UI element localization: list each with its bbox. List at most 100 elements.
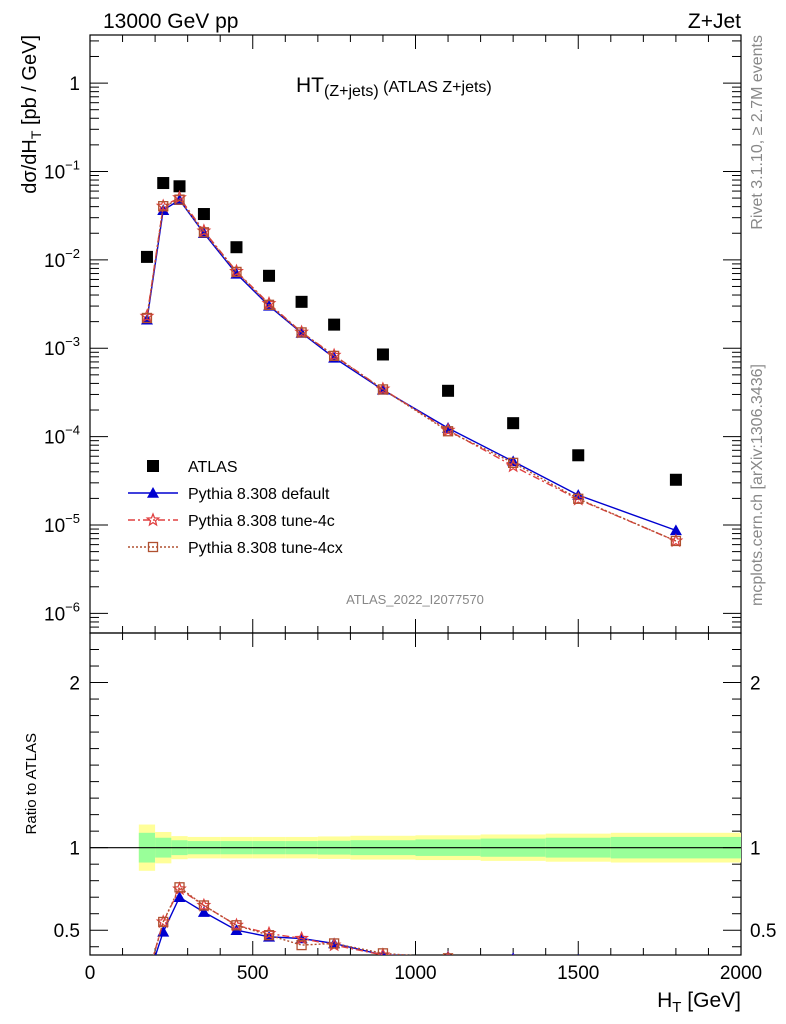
tune-4cx-point: [296, 939, 307, 951]
ratio-panel-frame: [89, 632, 742, 956]
tune-4cx-point: [147, 541, 159, 553]
y-tick-label: 10−2: [44, 246, 80, 272]
default-point: [577, 953, 579, 955]
header-left: 13000 GeV pp: [103, 10, 238, 33]
tune-4cx-point: [442, 953, 454, 955]
analysis-watermark: ATLAS_2022_I2077570: [346, 592, 484, 607]
default-point: [147, 487, 159, 498]
ratio-y-axis-label: Ratio to ATLAS: [23, 733, 40, 834]
default-point: [197, 906, 210, 917]
series-line-main: [146, 198, 677, 542]
y-axis-label-sub: T: [28, 130, 44, 139]
tune-4c-point: [141, 972, 152, 983]
ratio-tick-label: 1: [69, 839, 80, 860]
atlas-point: [442, 384, 455, 397]
legend-label: Pythia 8.308 tune-4cx: [188, 540, 343, 557]
tune-4cx-point: [198, 900, 210, 911]
default-point: [669, 524, 682, 536]
atlas-point: [328, 318, 341, 331]
ratio-tick-label-right: 0.5: [750, 921, 776, 942]
x-tick-label: 500: [237, 963, 269, 984]
atlas-point: [507, 417, 520, 430]
default-point: [141, 975, 153, 986]
chart-title-sub: (Z+jets): [324, 83, 379, 100]
series-line-main: [146, 196, 677, 542]
tune-4cx-point: [263, 299, 275, 310]
atlas-point: [669, 473, 682, 486]
series-line-main: [146, 199, 677, 532]
ratio-tick-label-right: 2: [750, 674, 761, 695]
axis-ticks: 0 500 1000 1500 2000110−110−210−310−410−510−…: [44, 35, 776, 984]
x-tick-label: 2000: [720, 963, 762, 984]
atlas-point: [173, 180, 186, 193]
legend-label: ATLAS: [188, 459, 238, 476]
y-tick-label: 10−3: [44, 334, 80, 360]
y-tick-label: 1: [69, 74, 80, 95]
x-tick-label: 0: [85, 963, 96, 984]
header-right: Z+Jet: [688, 10, 741, 33]
y-tick-label-exp: −5: [65, 511, 80, 526]
tune-4cx-point: [671, 962, 680, 971]
tune-4cx-point: [263, 930, 275, 941]
default-point: [511, 952, 515, 955]
tune-4cx-point: [174, 882, 185, 893]
atlas-point: [157, 177, 170, 190]
main-series: [139, 177, 684, 548]
atlas-point: [376, 348, 389, 361]
y-tick-label-exp: −6: [65, 599, 80, 614]
tune-4cx-point: [509, 957, 518, 966]
x-axis-label-sub: T: [672, 999, 681, 1016]
atlas-point: [295, 295, 308, 308]
y-tick-label: 10−4: [44, 423, 80, 449]
y-tick-label: 10−5: [44, 511, 80, 537]
x-tick-label: 1000: [394, 963, 436, 984]
chart-title-rest: (ATLAS Z+jets): [379, 79, 492, 96]
legend-label: Pythia 8.308 tune-4c: [188, 513, 335, 530]
x-axis-label-main: H: [657, 989, 672, 1012]
y-tick-label-exp: −1: [65, 157, 80, 172]
tune-4cx-point: [158, 201, 169, 212]
tune-4c-point: [145, 512, 161, 527]
ratio-tick-label: 0.5: [54, 921, 80, 942]
tune-4cx-point: [670, 535, 682, 547]
x-axis-label: HT [GeV]: [657, 989, 741, 1016]
tune-4cx-point: [328, 350, 340, 362]
y-tick-label-base: 1: [69, 74, 80, 95]
default-point: [670, 957, 682, 968]
y-tick-label: 10−1: [44, 157, 80, 183]
tune-4cx-point: [158, 916, 169, 928]
atlas-point: [140, 250, 153, 263]
y-tick-label-base: 10: [44, 604, 65, 625]
y-tick-label-base: 10: [44, 516, 65, 537]
tune-4cx-point: [141, 312, 153, 324]
tune-4c-point: [670, 961, 681, 972]
tune-4cx-point: [198, 227, 210, 238]
ratio-series: [141, 881, 682, 986]
chart-title-main: HT: [296, 74, 324, 97]
ratio-tick-label-right: 1: [750, 839, 761, 860]
tune-4cx-point: [231, 920, 242, 931]
default-point: [173, 891, 186, 903]
y-tick-label-base: 10: [44, 251, 65, 272]
legend-label: Pythia 8.308 default: [188, 486, 330, 503]
tune-4cx-point: [328, 938, 340, 949]
x-tick-label: 1500: [557, 963, 599, 984]
y-tick-label-exp: −2: [65, 246, 80, 261]
y-axis-label-rest: [pb / GeV]: [19, 35, 41, 131]
tune-4cx-point: [296, 327, 307, 338]
mcplots-label: mcplots.cern.ch [arXiv:1306.3436]: [749, 364, 766, 606]
y-tick-label-base: 10: [44, 162, 65, 183]
atlas-point: [572, 449, 585, 462]
tune-4cx-point: [142, 975, 151, 984]
tune-4c-point: [512, 953, 514, 955]
atlas-point: [230, 241, 243, 254]
tune-4cx-point: [507, 457, 519, 468]
tune-4cx-point: [377, 948, 389, 955]
tune-4cx-point: [377, 384, 389, 395]
ratio-tick-label: 2: [69, 674, 80, 695]
tune-4cx-point: [231, 266, 242, 278]
y-axis-label: dσ/dHT [pb / GeV]: [19, 35, 44, 194]
y-tick-label-exp: −3: [65, 334, 80, 349]
atlas-point: [263, 269, 276, 282]
